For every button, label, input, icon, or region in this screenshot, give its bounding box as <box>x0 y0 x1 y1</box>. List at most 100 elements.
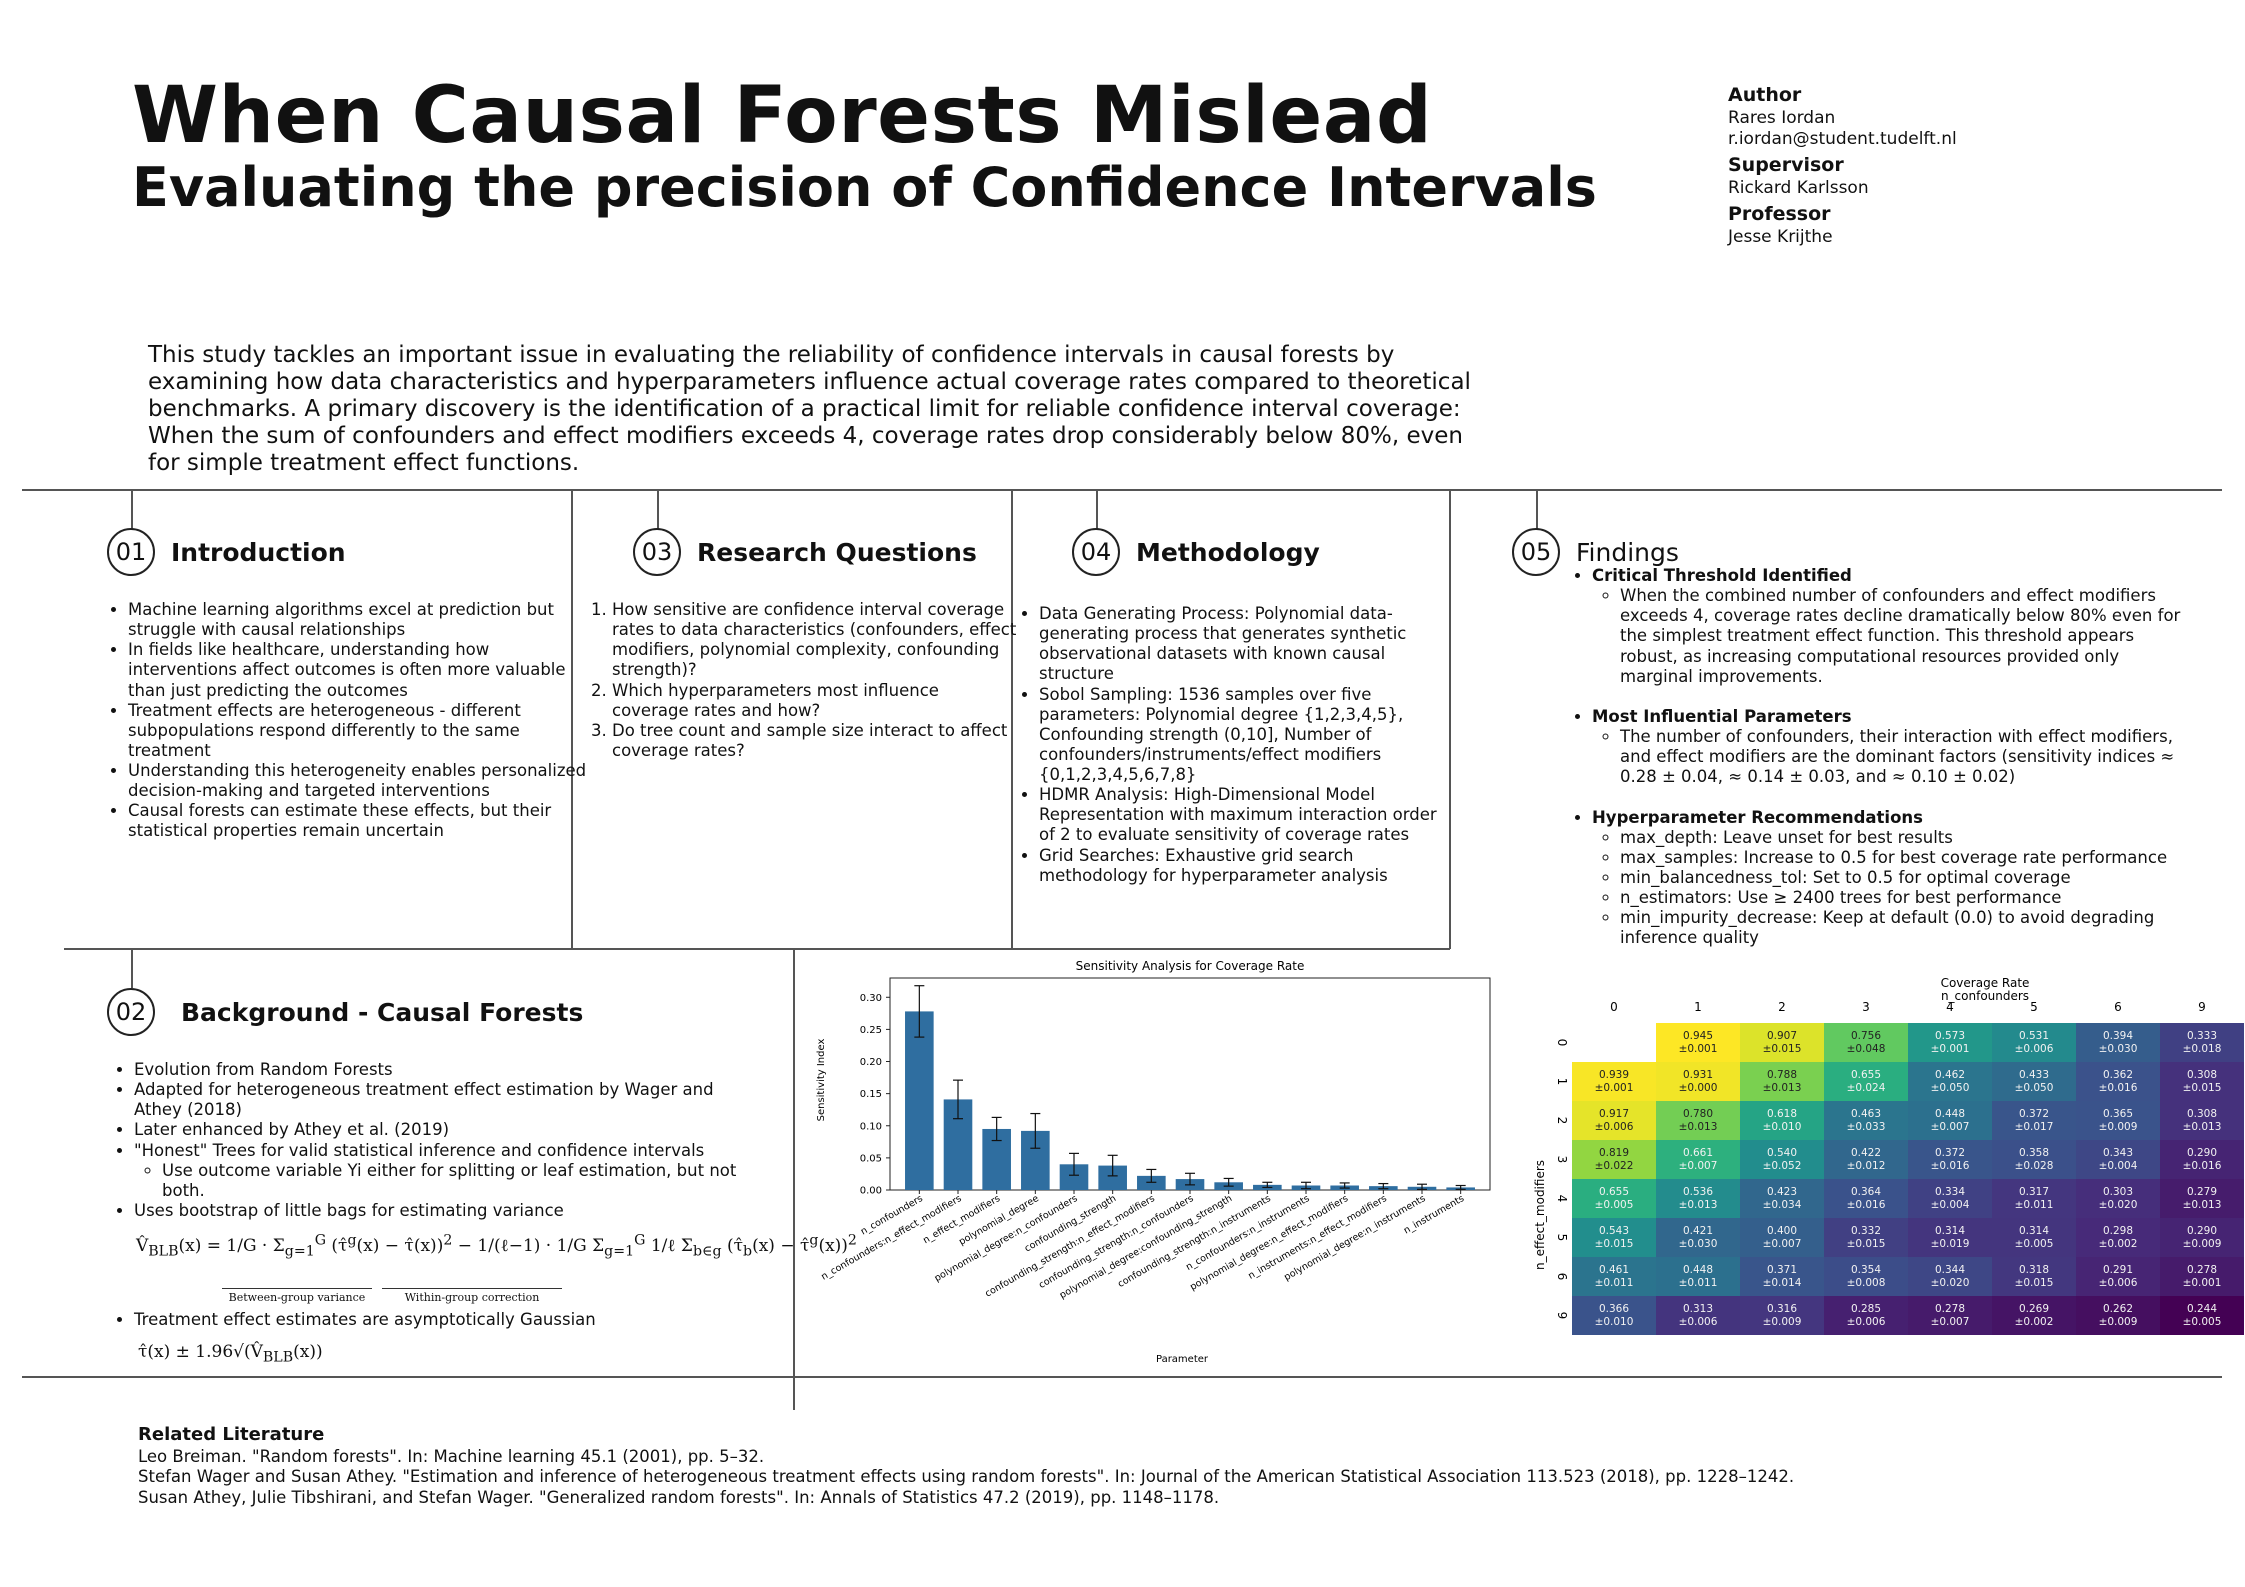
heatmap-x-label: n_confounders <box>1941 989 2029 1003</box>
heatmap-cell <box>2160 1296 2244 1335</box>
cell-value: 0.285 <box>1851 1303 1881 1315</box>
y-axis-label: Sensitivity Index <box>816 1039 827 1122</box>
recommendation: n_estimators: Use ≥ 2400 trees for best … <box>1620 888 2192 908</box>
heatmap-cell <box>1740 1218 1824 1257</box>
heatmap-cell <box>1908 1179 1992 1218</box>
author-name: Rares Iordan <box>1728 107 1836 128</box>
cell-value: 0.661 <box>1683 1147 1713 1159</box>
heatmap-cell <box>1740 1062 1824 1101</box>
cell-value: 0.462 <box>1935 1069 1965 1081</box>
heatmap-cell <box>2160 1257 2244 1296</box>
heatmap-cell <box>1824 1257 1908 1296</box>
heatmap-y-label: n_effect_modifiers <box>1533 1160 1547 1270</box>
cell-error: ±0.019 <box>1931 1238 1970 1250</box>
divider <box>571 489 573 949</box>
cell-error: ±0.006 <box>1679 1316 1718 1328</box>
row-label: 5 <box>1555 1234 1569 1242</box>
heatmap-cell <box>1824 1023 1908 1062</box>
heatmap-cell <box>1992 1218 2076 1257</box>
research-list: How sensitive are confidence interval co… <box>590 600 1020 761</box>
cell-error: ±0.001 <box>2183 1277 2222 1289</box>
cell-error: ±0.050 <box>1931 1082 1970 1094</box>
cell-value: 0.303 <box>2103 1186 2133 1198</box>
list-item: Hyperparameter Recommendations max_depth… <box>1592 808 2192 949</box>
background-header: 02 Background - Causal Forests <box>107 988 583 1036</box>
section-number: 05 <box>1512 528 1560 576</box>
heatmap-cell <box>1740 1101 1824 1140</box>
list-item: How sensitive are confidence interval co… <box>612 600 1020 681</box>
heatmap-cell <box>2076 1023 2160 1062</box>
heatmap-cell <box>2076 1296 2160 1335</box>
cell-value: 0.531 <box>2019 1030 2049 1042</box>
heatmap-cells: 0 1 2 3 4 5 6 9012345690.945±0.0010.907±0.0150.… <box>1555 1000 2244 1335</box>
column-label: 3 <box>1862 1000 1870 1014</box>
cell-error: ±0.015 <box>2183 1082 2222 1094</box>
column-label: 1 <box>1694 1000 1702 1014</box>
reference: Stefan Wager and Susan Athey. "Estimatio… <box>138 1467 1795 1487</box>
finding-heading: Hyperparameter Recommendations <box>1592 807 1923 827</box>
cell-error: ±0.010 <box>1763 1121 1802 1133</box>
cell-error: ±0.028 <box>2015 1160 2054 1172</box>
cell-error: ±0.016 <box>2183 1160 2222 1172</box>
x-axis-label: Parameter <box>1156 1354 1209 1365</box>
cell-value: 0.344 <box>1935 1264 1965 1276</box>
cell-value: 0.543 <box>1599 1225 1629 1237</box>
heatmap-cell <box>1656 1257 1740 1296</box>
cell-error: ±0.015 <box>1763 1043 1802 1055</box>
heatmap-cell <box>1572 1179 1656 1218</box>
background-list-2: Treatment effect estimates are asymptoti… <box>112 1310 754 1330</box>
heatmap-cell <box>1908 1218 1992 1257</box>
heatmap-cell <box>1572 1062 1656 1101</box>
list-item: Sobol Sampling: 1536 samples over five p… <box>1039 685 1457 786</box>
list-item: Which hyperparameters most influence cov… <box>612 681 1020 721</box>
bar-plot-area: 0.000.050.100.150.200.250.30n_confounder… <box>819 977 1491 1301</box>
y-tick-label: 0.30 <box>860 993 882 1004</box>
cell-error: ±0.007 <box>1763 1238 1802 1250</box>
professor-name: Jesse Krijthe <box>1728 227 1833 247</box>
cell-value: 0.278 <box>1935 1303 1965 1315</box>
heatmap-cell <box>1824 1296 1908 1335</box>
between-label: Between-group variance <box>228 1291 366 1304</box>
method-header: 04 Methodology <box>1072 528 1320 576</box>
cell-value: 0.372 <box>1935 1147 1965 1159</box>
cell-value: 0.655 <box>1599 1186 1629 1198</box>
reference: Leo Breiman. "Random forests". In: Machi… <box>138 1446 765 1466</box>
professor-heading: Professor <box>1728 203 1831 226</box>
supervisor-name: Rickard Karlsson <box>1728 178 1869 198</box>
cell-value: 0.540 <box>1767 1147 1797 1159</box>
cell-error: ±0.002 <box>2099 1238 2138 1250</box>
poster-subtitle: Evaluating the precision of Confidence I… <box>132 156 1597 219</box>
cell-value: 0.333 <box>2187 1030 2217 1042</box>
cell-error: ±0.013 <box>2183 1199 2222 1211</box>
list-item: Do tree count and sample size interact t… <box>612 721 1020 761</box>
y-tick-label: 0.20 <box>860 1057 882 1068</box>
heatmap-cell <box>1656 1140 1740 1179</box>
cell-error: ±0.016 <box>1847 1199 1886 1211</box>
heatmap-cell <box>1740 1140 1824 1179</box>
cell-value: 0.433 <box>2019 1069 2049 1081</box>
cell-error: ±0.024 <box>1847 1082 1886 1094</box>
cell-error: ±0.004 <box>2099 1160 2138 1172</box>
connector <box>1536 489 1538 531</box>
heatmap-cell <box>1740 1023 1824 1062</box>
connector <box>131 489 133 531</box>
heatmap-cell <box>1656 1101 1740 1140</box>
divider <box>793 948 795 1410</box>
cell-value: 0.618 <box>1767 1108 1797 1120</box>
author-email: r.iordan@student.tudelft.nl <box>1728 129 1957 149</box>
heatmap-cell <box>1992 1257 2076 1296</box>
y-tick-label: 0.10 <box>860 1121 882 1132</box>
poster-title: When Causal Forests Mislead <box>132 71 1433 161</box>
cell-value: 0.334 <box>1935 1186 1965 1198</box>
heatmap-cell <box>1572 1257 1656 1296</box>
heatmap-cell <box>1572 1218 1656 1257</box>
background-list: Evolution from Random Forests Adapted fo… <box>112 1060 754 1221</box>
cell-value: 0.931 <box>1683 1069 1713 1081</box>
cell-error: ±0.006 <box>1847 1316 1886 1328</box>
cell-value: 0.756 <box>1851 1030 1881 1042</box>
section-title: Methodology <box>1136 537 1320 567</box>
cell-value: 0.655 <box>1851 1069 1881 1081</box>
cell-value: 0.343 <box>2103 1147 2133 1159</box>
related-literature: Related Literature Leo Breiman. "Random … <box>138 1424 1794 1509</box>
recommendation: max_depth: Leave unset for best results <box>1620 828 2192 848</box>
